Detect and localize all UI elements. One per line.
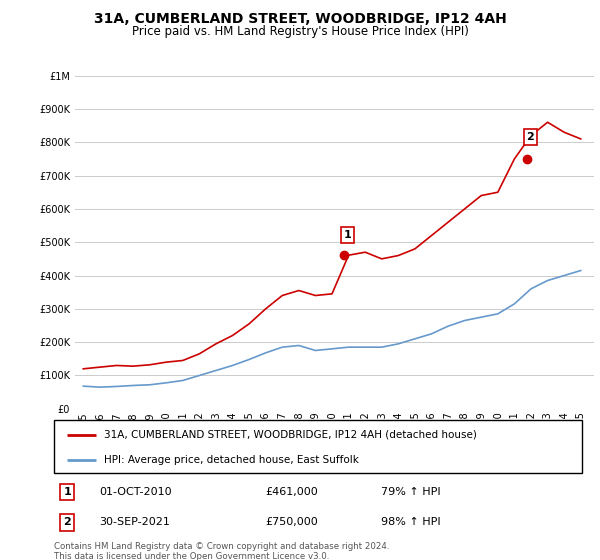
Text: 01-OCT-2010: 01-OCT-2010 (99, 487, 172, 497)
Text: HPI: Average price, detached house, East Suffolk: HPI: Average price, detached house, East… (104, 455, 359, 465)
Text: 2: 2 (64, 517, 71, 528)
Text: £461,000: £461,000 (265, 487, 318, 497)
Text: 2: 2 (526, 132, 534, 142)
Text: £750,000: £750,000 (265, 517, 318, 528)
Text: 31A, CUMBERLAND STREET, WOODBRIDGE, IP12 4AH (detached house): 31A, CUMBERLAND STREET, WOODBRIDGE, IP12… (104, 430, 477, 440)
Text: 1: 1 (344, 230, 352, 240)
Text: 79% ↑ HPI: 79% ↑ HPI (382, 487, 441, 497)
Text: Price paid vs. HM Land Registry's House Price Index (HPI): Price paid vs. HM Land Registry's House … (131, 25, 469, 38)
Text: 1: 1 (64, 487, 71, 497)
Text: 98% ↑ HPI: 98% ↑ HPI (382, 517, 441, 528)
FancyBboxPatch shape (54, 420, 582, 473)
Text: 30-SEP-2021: 30-SEP-2021 (99, 517, 170, 528)
Text: Contains HM Land Registry data © Crown copyright and database right 2024.
This d: Contains HM Land Registry data © Crown c… (54, 542, 389, 560)
Text: 31A, CUMBERLAND STREET, WOODBRIDGE, IP12 4AH: 31A, CUMBERLAND STREET, WOODBRIDGE, IP12… (94, 12, 506, 26)
